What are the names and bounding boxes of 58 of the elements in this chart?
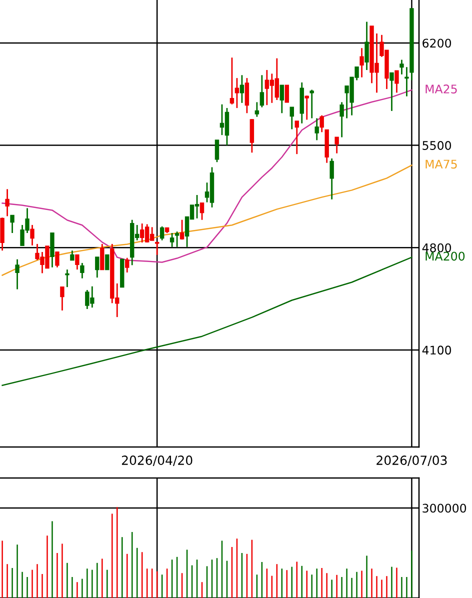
candlestick [330, 158, 334, 200]
candlestick [334, 136, 339, 154]
y-tick-label: 300000 [422, 504, 466, 513]
candlestick [55, 251, 60, 268]
x-tick-label: 2026/04/20 [122, 456, 192, 466]
candlestick [340, 101, 344, 138]
y-tick-label: 6200 [422, 38, 452, 48]
candlestick [294, 120, 299, 155]
line-series [2, 256, 412, 386]
candlestick [284, 84, 289, 103]
candlestick [125, 257, 130, 274]
candlestick [310, 89, 314, 119]
candlestick [360, 47, 364, 78]
candlestick [280, 84, 284, 114]
candlestick [250, 118, 254, 154]
candlestick [10, 214, 14, 234]
candlestick [234, 77, 240, 109]
candlestick [290, 106, 294, 130]
candlestick [60, 286, 64, 312]
candlestick [50, 232, 54, 268]
candlestick [240, 74, 244, 104]
candlestick [100, 243, 104, 270]
candlestick [404, 66, 409, 98]
candlestick [260, 74, 264, 108]
candlestick [214, 139, 220, 163]
series-label: MA25 [426, 84, 457, 94]
candlestick [154, 241, 160, 256]
candlestick [174, 230, 180, 248]
candlestick [80, 262, 84, 280]
candlestick [244, 77, 250, 114]
y-tick-label: 4100 [422, 346, 452, 355]
candlestick [400, 59, 404, 76]
candlestick [95, 256, 100, 278]
candlestick [200, 202, 204, 221]
candlestick [75, 254, 80, 270]
candlestick [320, 114, 324, 133]
candlestick [390, 72, 394, 112]
candlestick [314, 118, 319, 141]
line-series [2, 164, 412, 276]
candlestick [180, 219, 184, 240]
candlestick [230, 56, 234, 106]
candlestick [254, 101, 260, 118]
candlestick [65, 268, 70, 288]
candlestick [5, 188, 10, 217]
candlestick [105, 254, 110, 270]
candlestick [15, 258, 20, 290]
series-label: MA200 [426, 252, 465, 261]
x-tick-label: 2026/07/03 [376, 456, 447, 466]
y-tick-label: 5500 [422, 141, 452, 150]
y-tick-label: 4800 [422, 243, 452, 252]
candlestick [160, 226, 164, 242]
candlestick [304, 94, 309, 120]
candlestick [170, 232, 174, 248]
candlestick [394, 70, 399, 94]
series-label: MA75 [426, 160, 457, 169]
candlestick [30, 224, 34, 246]
candlestick [70, 250, 74, 261]
candlestick [364, 21, 369, 71]
